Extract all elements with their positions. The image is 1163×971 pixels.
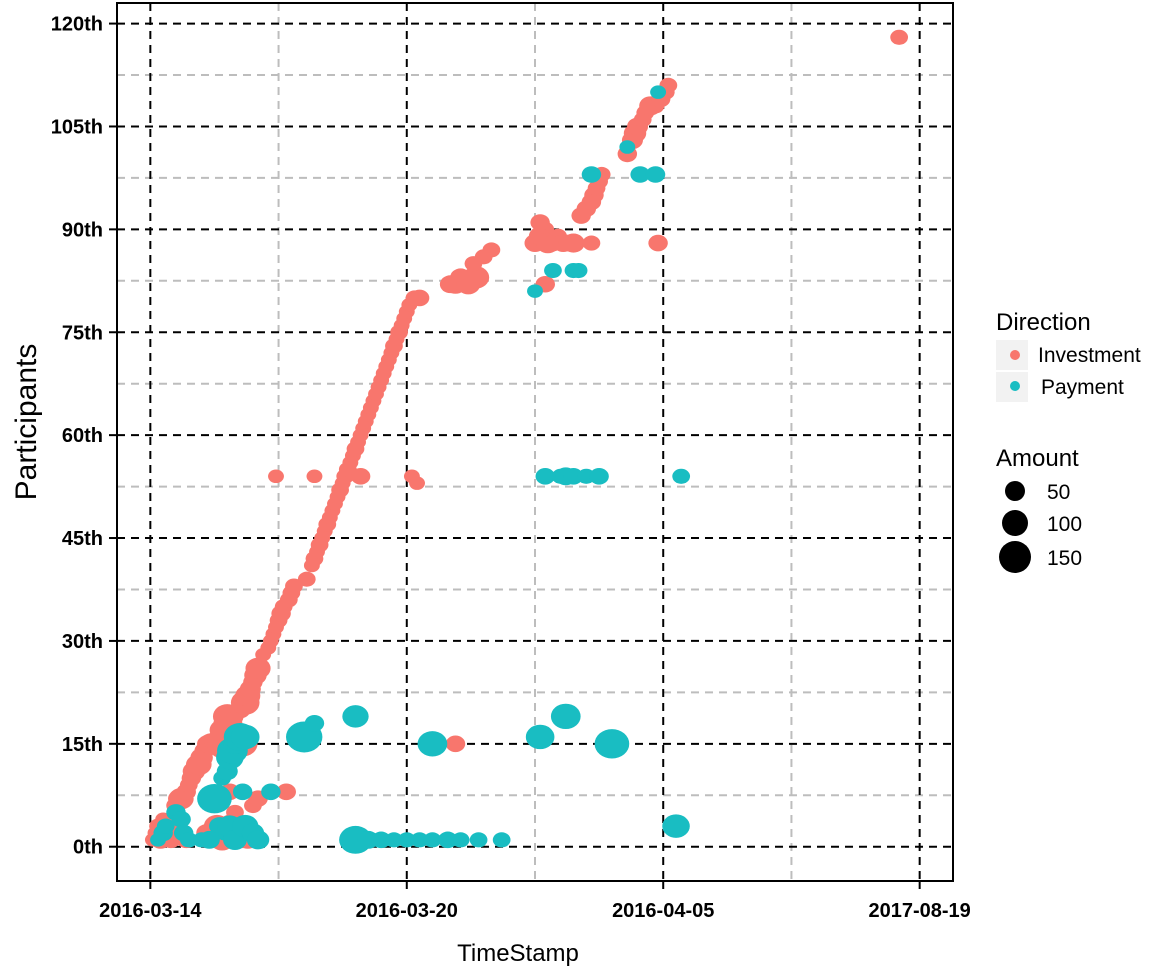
payment-point xyxy=(230,724,260,750)
payment-point xyxy=(589,468,609,485)
payment-point xyxy=(198,830,220,849)
payment-point xyxy=(492,832,511,848)
investment-point xyxy=(306,469,323,484)
payment-point xyxy=(550,703,581,730)
payment-point xyxy=(438,831,458,849)
investment-point xyxy=(464,256,483,272)
investment-point xyxy=(582,235,601,251)
investment-point xyxy=(562,233,585,253)
payment-point xyxy=(535,468,555,485)
investment-point xyxy=(530,214,550,231)
y-tick-label: 15th xyxy=(62,734,103,756)
payment-point xyxy=(423,832,442,848)
legend-payment-swatch xyxy=(1010,381,1020,391)
payment-point xyxy=(342,705,369,728)
x-tick-label: 2017-08-19 xyxy=(869,900,971,922)
investment-point xyxy=(890,29,909,45)
investment-point xyxy=(462,266,490,289)
payment-point xyxy=(246,830,270,850)
data-points xyxy=(144,29,909,854)
legend-amount-150-label: 150 xyxy=(1047,547,1082,570)
y-axis-title: Participants xyxy=(10,344,43,501)
y-tick-label: 90th xyxy=(62,219,103,241)
investment-point xyxy=(297,571,316,587)
y-tick-label: 60th xyxy=(62,425,103,447)
payment-point xyxy=(594,729,630,759)
payment-point xyxy=(662,814,690,838)
investment-point xyxy=(268,469,284,484)
investment-point xyxy=(445,735,466,753)
payment-point xyxy=(417,731,448,757)
payment-point xyxy=(650,85,667,99)
legend-investment-swatch xyxy=(1010,350,1020,360)
payment-point xyxy=(569,262,588,279)
x-axis-title: TimeStamp xyxy=(457,940,579,967)
legend-amount-150-swatch xyxy=(999,541,1031,573)
y-tick-label: 30th xyxy=(62,631,103,653)
investment-point xyxy=(482,242,501,258)
legend-payment-label: Payment xyxy=(1041,376,1124,399)
y-tick-label: 105th xyxy=(51,116,103,138)
grid-lines xyxy=(117,3,953,881)
payment-point xyxy=(544,262,562,279)
payment-point xyxy=(179,832,198,848)
investment-point xyxy=(409,476,425,490)
legend: Direction Investment Payment Amount 50 1… xyxy=(996,309,1141,573)
investment-point xyxy=(350,468,371,485)
investment-point xyxy=(409,289,430,307)
x-tick-label: 2016-04-05 xyxy=(612,900,714,922)
x-tick-label: 2016-03-20 xyxy=(356,900,458,922)
legend-investment-label: Investment xyxy=(1038,344,1141,367)
payment-point xyxy=(171,810,191,828)
payment-point xyxy=(645,166,666,183)
y-tick-label: 45th xyxy=(62,528,103,550)
payment-point xyxy=(619,140,636,154)
plot-panel-border xyxy=(116,2,954,882)
payment-point xyxy=(410,832,429,848)
payment-point xyxy=(385,832,403,848)
y-tick-label: 0th xyxy=(73,837,103,859)
payment-point xyxy=(156,818,175,834)
investment-point xyxy=(648,234,668,252)
payment-point xyxy=(261,783,281,801)
investment-point xyxy=(285,578,303,594)
payment-point xyxy=(563,468,584,485)
y-tick-label: 120th xyxy=(51,14,103,36)
payment-point xyxy=(232,783,253,801)
payment-point xyxy=(304,714,325,732)
payment-point xyxy=(527,284,543,298)
payment-point xyxy=(371,831,391,849)
investment-point xyxy=(245,657,271,680)
payment-point xyxy=(451,832,470,848)
legend-amount-100-label: 100 xyxy=(1047,513,1082,536)
payment-point xyxy=(197,783,232,814)
payment-point xyxy=(672,468,691,484)
legend-amount-100-swatch xyxy=(1002,510,1028,536)
payment-point xyxy=(525,724,555,750)
legend-amount-50-swatch xyxy=(1005,481,1025,501)
investment-point xyxy=(276,783,296,801)
payment-point xyxy=(397,832,416,848)
legend-direction-title: Direction xyxy=(996,309,1091,336)
axis-ticks: 2016-03-14 2016-03-20 2016-04-05 2017-08-19… xyxy=(51,14,971,922)
payment-point xyxy=(630,166,650,183)
y-tick-label: 75th xyxy=(62,322,103,344)
payment-point xyxy=(581,166,602,183)
payment-point xyxy=(469,832,488,848)
legend-amount-50-label: 50 xyxy=(1047,481,1070,504)
legend-amount-title: Amount xyxy=(996,445,1079,472)
x-tick-label: 2016-03-14 xyxy=(99,900,202,922)
